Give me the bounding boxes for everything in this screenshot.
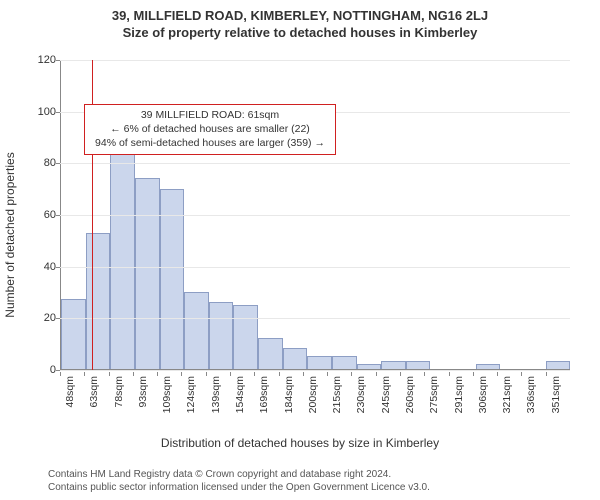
x-tick-mark (327, 372, 328, 376)
histogram-bar (406, 361, 431, 369)
x-tick-label: 78sqm (113, 376, 125, 408)
x-tick-mark (230, 372, 231, 376)
histogram-bar (381, 361, 406, 369)
x-tick-label: 260sqm (404, 376, 416, 413)
x-tick-mark (400, 372, 401, 376)
attribution-line2: Contains public sector information licen… (48, 482, 590, 495)
histogram-bar (258, 338, 283, 369)
gridline (60, 318, 570, 319)
x-tick-mark (424, 372, 425, 376)
y-tick-mark (56, 267, 60, 268)
y-axis-label: Number of detached properties (3, 152, 17, 317)
info-line-smaller: ← 6% of detached houses are smaller (22) (91, 122, 329, 136)
y-tick-label: 100 (26, 106, 56, 118)
x-tick-label: 93sqm (137, 376, 149, 408)
x-tick-mark (279, 372, 280, 376)
x-tick-mark (546, 372, 547, 376)
x-tick-mark (521, 372, 522, 376)
gridline (60, 267, 570, 268)
gridline (60, 163, 570, 164)
x-tick-label: 48sqm (64, 376, 76, 408)
page-title-subtitle: Size of property relative to detached ho… (0, 23, 600, 40)
gridline (60, 60, 570, 61)
x-tick-label: 291sqm (453, 376, 465, 413)
y-tick-mark (56, 215, 60, 216)
gridline (60, 215, 570, 216)
info-line-larger: 94% of semi-detached houses are larger (… (91, 136, 329, 150)
histogram-bar (357, 364, 382, 369)
histogram-bar (283, 348, 308, 369)
x-tick-label: 169sqm (258, 376, 270, 413)
y-tick-label: 20 (26, 312, 56, 324)
x-tick-label: 184sqm (283, 376, 295, 413)
x-tick-label: 154sqm (234, 376, 246, 413)
property-info-callout: 39 MILLFIELD ROAD: 61sqm ← 6% of detache… (84, 104, 336, 155)
x-tick-mark (84, 372, 85, 376)
y-tick-label: 60 (26, 209, 56, 221)
y-tick-mark (56, 163, 60, 164)
x-tick-mark (60, 372, 61, 376)
x-tick-mark (206, 372, 207, 376)
gridline (60, 370, 570, 371)
histogram-bar (135, 178, 160, 369)
x-tick-mark (109, 372, 110, 376)
histogram-bar (233, 305, 258, 369)
histogram-bar (209, 302, 234, 369)
histogram-bar (86, 233, 111, 369)
x-tick-label: 306sqm (477, 376, 489, 413)
x-tick-label: 124sqm (185, 376, 197, 413)
attribution-text: Contains HM Land Registry data © Crown c… (48, 469, 590, 494)
info-line-property: 39 MILLFIELD ROAD: 61sqm (91, 108, 329, 122)
histogram-bar (546, 361, 571, 369)
x-tick-label: 200sqm (307, 376, 319, 413)
histogram-bar (332, 356, 357, 369)
histogram-bar (61, 299, 86, 369)
y-tick-mark (56, 370, 60, 371)
x-tick-mark (181, 372, 182, 376)
x-tick-label: 351sqm (550, 376, 562, 413)
y-tick-mark (56, 318, 60, 319)
x-axis-label: Distribution of detached houses by size … (0, 436, 600, 450)
x-tick-mark (303, 372, 304, 376)
x-tick-label: 336sqm (525, 376, 537, 413)
x-tick-mark (473, 372, 474, 376)
y-tick-mark (56, 60, 60, 61)
x-tick-mark (376, 372, 377, 376)
x-tick-mark (497, 372, 498, 376)
x-tick-mark (133, 372, 134, 376)
x-tick-label: 275sqm (428, 376, 440, 413)
x-tick-label: 321sqm (501, 376, 513, 413)
histogram-bar (476, 364, 501, 369)
x-tick-label: 215sqm (331, 376, 343, 413)
histogram-bar (307, 356, 332, 369)
x-tick-label: 230sqm (355, 376, 367, 413)
x-tick-mark (449, 372, 450, 376)
histogram-bar (184, 292, 209, 369)
x-tick-label: 245sqm (380, 376, 392, 413)
histogram-bar (110, 150, 135, 369)
x-tick-label: 109sqm (161, 376, 173, 413)
x-tick-mark (157, 372, 158, 376)
x-tick-label: 63sqm (88, 376, 100, 408)
x-ticks-container: 48sqm 63sqm 78sqm 93sqm 109sqm 124sqm 139sqm 15… (60, 372, 570, 432)
x-tick-mark (351, 372, 352, 376)
y-tick-label: 120 (26, 54, 56, 66)
y-tick-label: 40 (26, 261, 56, 273)
page-title-address: 39, MILLFIELD ROAD, KIMBERLEY, NOTTINGHA… (0, 0, 600, 23)
y-tick-label: 80 (26, 157, 56, 169)
y-tick-label: 0 (26, 364, 56, 376)
x-tick-label: 139sqm (210, 376, 222, 413)
histogram-chart: Number of detached properties 0 20 40 60 80 1… (0, 40, 600, 420)
attribution-line1: Contains HM Land Registry data © Crown c… (48, 469, 590, 482)
y-tick-mark (56, 112, 60, 113)
x-tick-mark (254, 372, 255, 376)
